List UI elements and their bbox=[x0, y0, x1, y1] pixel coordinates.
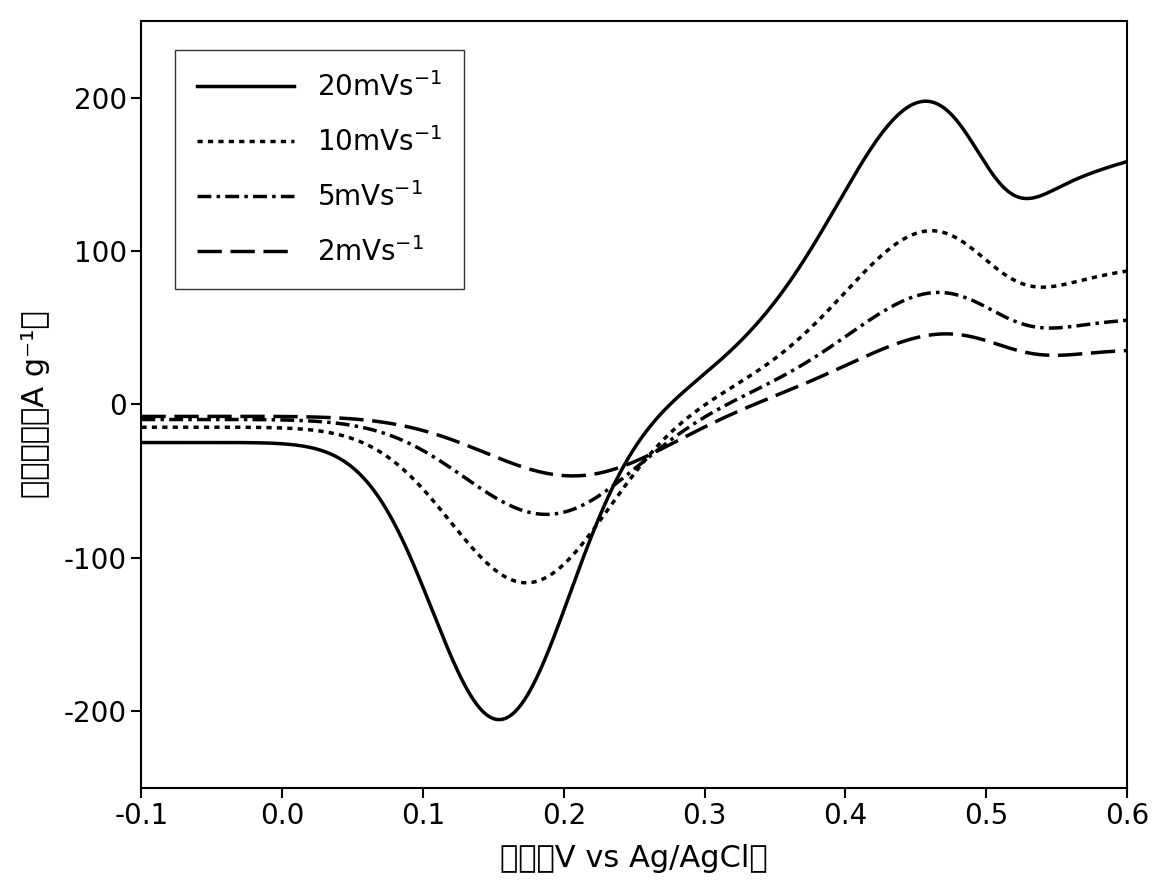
X-axis label: 电压（V vs Ag/AgCl）: 电压（V vs Ag/AgCl） bbox=[501, 844, 768, 873]
Legend: 20mVs$^{-1}$, 10mVs$^{-1}$, 5mVs$^{-1}$, 2mVs$^{-1}$: 20mVs$^{-1}$, 10mVs$^{-1}$, 5mVs$^{-1}$,… bbox=[176, 50, 463, 289]
Y-axis label: 电流密度（A g⁻¹）: 电流密度（A g⁻¹） bbox=[21, 310, 50, 498]
